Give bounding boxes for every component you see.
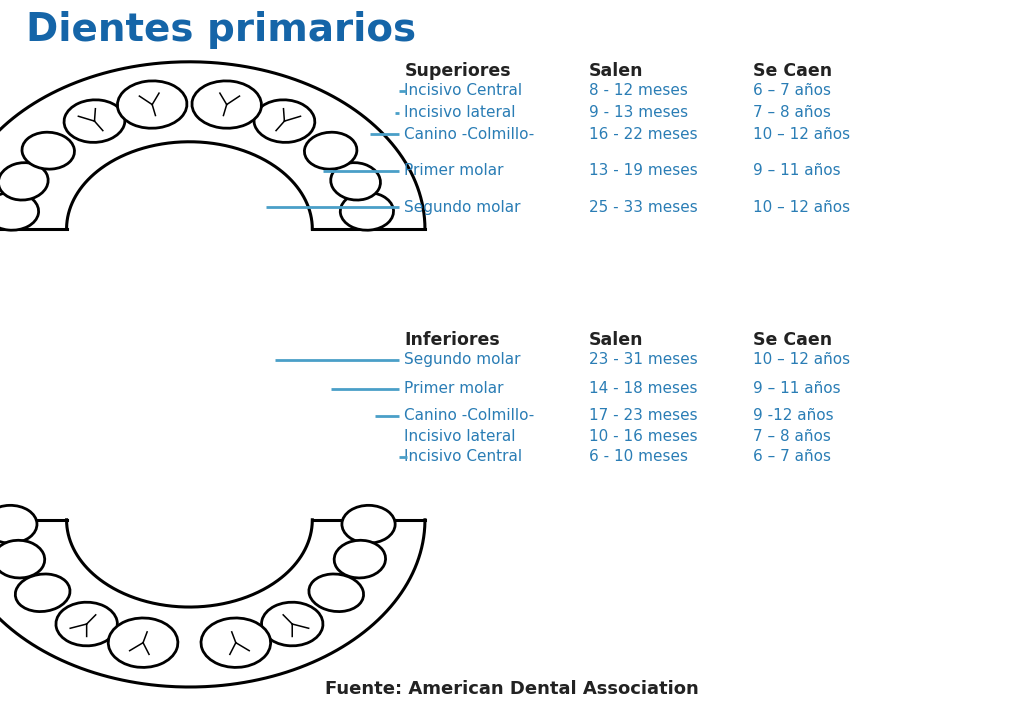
Ellipse shape: [22, 132, 75, 169]
Ellipse shape: [191, 81, 261, 128]
Text: 13 - 19 meses: 13 - 19 meses: [589, 164, 697, 178]
Text: 9 - 13 meses: 9 - 13 meses: [589, 105, 688, 120]
Ellipse shape: [0, 540, 45, 578]
Ellipse shape: [0, 505, 37, 543]
Text: 6 – 7 años: 6 – 7 años: [753, 84, 830, 98]
Ellipse shape: [309, 574, 364, 611]
Polygon shape: [0, 520, 425, 687]
Text: 10 – 12 años: 10 – 12 años: [753, 127, 850, 142]
Ellipse shape: [261, 602, 323, 646]
Text: 23 - 31 meses: 23 - 31 meses: [589, 353, 697, 367]
Text: Fuente: American Dental Association: Fuente: American Dental Association: [326, 680, 698, 698]
Ellipse shape: [254, 100, 314, 142]
Text: 7 – 8 años: 7 – 8 años: [753, 429, 830, 443]
Ellipse shape: [0, 193, 39, 230]
Text: Salen: Salen: [589, 331, 643, 349]
Text: Se Caen: Se Caen: [753, 62, 831, 80]
Text: Se Caen: Se Caen: [753, 331, 831, 349]
Ellipse shape: [201, 618, 270, 667]
Ellipse shape: [331, 163, 381, 200]
Text: 6 – 7 años: 6 – 7 años: [753, 449, 830, 464]
Ellipse shape: [65, 100, 125, 142]
Ellipse shape: [334, 540, 386, 578]
Text: Canino -Colmillo-: Canino -Colmillo-: [404, 409, 535, 423]
Text: 7 – 8 años: 7 – 8 años: [753, 105, 830, 120]
Text: 17 - 23 meses: 17 - 23 meses: [589, 409, 697, 423]
Text: 8 - 12 meses: 8 - 12 meses: [589, 84, 688, 98]
Text: Incisivo Central: Incisivo Central: [404, 449, 522, 464]
Text: 10 - 16 meses: 10 - 16 meses: [589, 429, 697, 443]
Ellipse shape: [0, 163, 48, 200]
Ellipse shape: [118, 81, 187, 128]
Ellipse shape: [56, 602, 118, 646]
Text: 9 – 11 años: 9 – 11 años: [753, 382, 841, 396]
Ellipse shape: [109, 618, 178, 667]
Text: 10 – 12 años: 10 – 12 años: [753, 200, 850, 214]
Text: 6 - 10 meses: 6 - 10 meses: [589, 449, 688, 464]
Text: Salen: Salen: [589, 62, 643, 80]
Text: 9 -12 años: 9 -12 años: [753, 409, 834, 423]
Text: Incisivo lateral: Incisivo lateral: [404, 429, 516, 443]
Text: Dientes primarios: Dientes primarios: [26, 11, 416, 49]
Text: Inferiores: Inferiores: [404, 331, 501, 349]
Text: Incisivo lateral: Incisivo lateral: [404, 105, 516, 120]
Polygon shape: [0, 62, 425, 229]
Text: 9 – 11 años: 9 – 11 años: [753, 164, 841, 178]
Text: Segundo molar: Segundo molar: [404, 200, 521, 214]
Text: Canino -Colmillo-: Canino -Colmillo-: [404, 127, 535, 142]
Ellipse shape: [340, 193, 393, 230]
Text: Primer molar: Primer molar: [404, 164, 504, 178]
Ellipse shape: [304, 132, 357, 169]
Text: 14 - 18 meses: 14 - 18 meses: [589, 382, 697, 396]
Text: Segundo molar: Segundo molar: [404, 353, 521, 367]
Text: Superiores: Superiores: [404, 62, 511, 80]
Ellipse shape: [15, 574, 70, 611]
Text: Incisivo Central: Incisivo Central: [404, 84, 522, 98]
Text: 10 – 12 años: 10 – 12 años: [753, 353, 850, 367]
Text: Primer molar: Primer molar: [404, 382, 504, 396]
Text: 25 - 33 meses: 25 - 33 meses: [589, 200, 697, 214]
Ellipse shape: [342, 505, 395, 543]
Text: 16 - 22 meses: 16 - 22 meses: [589, 127, 697, 142]
